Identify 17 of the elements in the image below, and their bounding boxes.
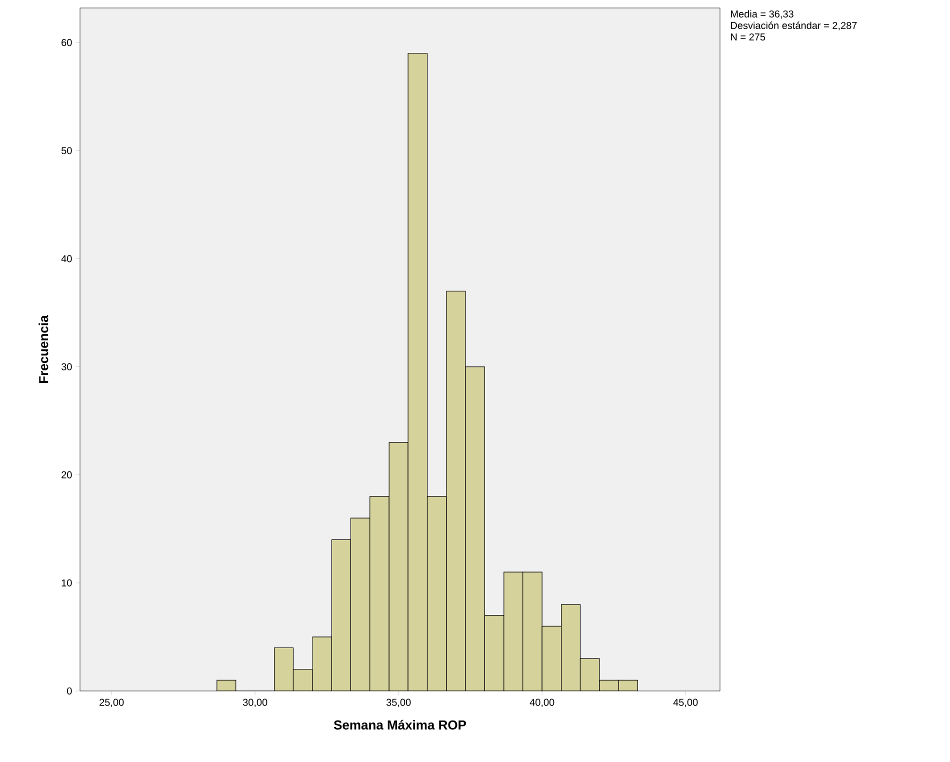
y-tick-label: 20 — [62, 471, 72, 478]
x-axis-title: Semana Máxima ROP — [334, 720, 466, 730]
x-tick-label: 25,00 — [100, 698, 124, 708]
y-tick-label: 0 — [67, 687, 72, 695]
y-tick-label: 10 — [62, 579, 72, 586]
y-axis-title: Frecuencia — [38, 315, 48, 383]
y-tick-label: 40 — [61, 255, 72, 262]
text: N = 275 — [731, 33, 766, 41]
y-tick-label: 30 — [61, 363, 72, 370]
y-tick-label: 50 — [61, 147, 72, 154]
x-tick-label: 35,00 — [386, 698, 411, 708]
x-tick-label: 30,00 — [242, 698, 268, 708]
text: Desviación estándar = 2,287 — [731, 22, 857, 30]
x-tick-label: 40,00 — [530, 698, 554, 708]
y-tick-label: 60 — [62, 39, 72, 46]
x-tick-label: 45,00 — [673, 698, 698, 708]
text: Media = 36,33 — [731, 10, 794, 19]
